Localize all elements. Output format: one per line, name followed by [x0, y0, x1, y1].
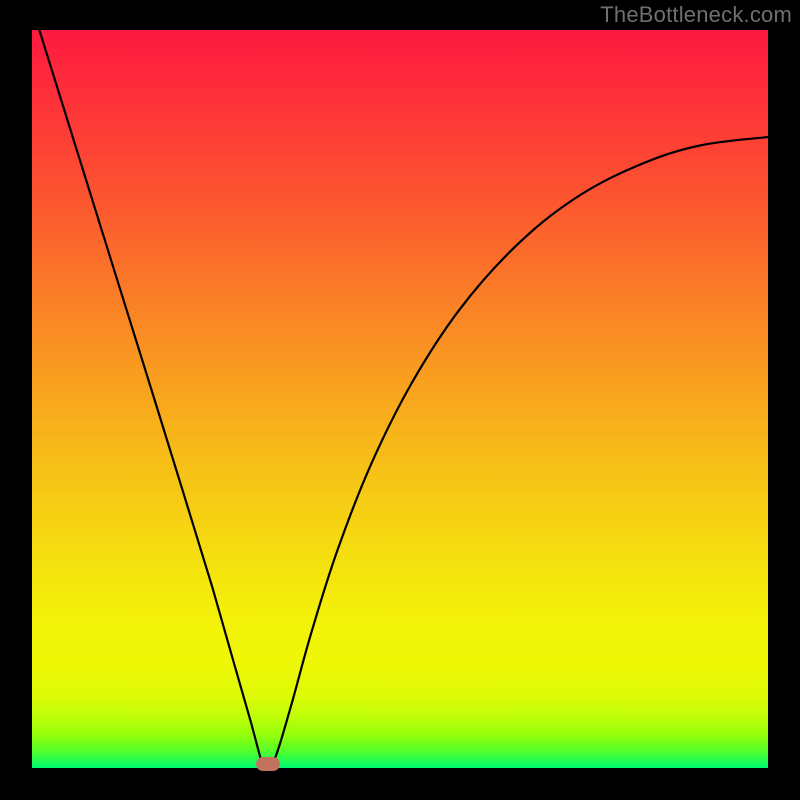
- watermark-text: TheBottleneck.com: [600, 2, 792, 28]
- curve-layer: [32, 30, 768, 768]
- curve-left-branch: [39, 30, 264, 768]
- plot-area: [32, 30, 768, 768]
- valley-marker: [256, 757, 280, 771]
- chart-container: TheBottleneck.com: [0, 0, 800, 800]
- curve-right-branch: [271, 137, 768, 768]
